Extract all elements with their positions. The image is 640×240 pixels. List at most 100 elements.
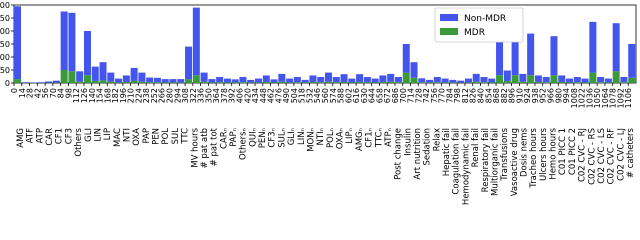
feature-label: # pat atb <box>200 128 210 168</box>
bar <box>278 81 286 83</box>
bar <box>107 81 115 83</box>
x-tick-label: 952 <box>539 88 548 103</box>
feature-label: C02 CVC - LS <box>597 128 607 184</box>
bar <box>542 82 550 83</box>
bar <box>60 11 68 70</box>
bar <box>573 77 581 83</box>
bar <box>208 79 216 83</box>
bar <box>581 82 589 83</box>
x-tick-label: 476 <box>274 88 283 103</box>
bar <box>496 75 504 83</box>
bar <box>200 72 208 82</box>
bar <box>566 78 574 83</box>
bar <box>146 82 154 83</box>
feature-label: MAC <box>113 128 123 147</box>
bar <box>410 62 418 78</box>
bar <box>433 82 441 83</box>
y-tick-label: 0 <box>5 79 10 88</box>
x-tick-label: 1008 <box>570 88 579 108</box>
x-tick-label: 308 <box>181 88 190 103</box>
bar <box>503 70 511 81</box>
x-tick-label: 518 <box>298 88 307 103</box>
bar <box>558 81 566 83</box>
bar <box>262 75 270 82</box>
bar <box>348 82 356 83</box>
bar <box>161 79 169 83</box>
x-tick-label: 602 <box>344 88 353 103</box>
x-tick-label: 252 <box>150 88 159 103</box>
bar <box>76 81 84 83</box>
feature-label: NTI <box>123 128 133 142</box>
x-tick-label: 336 <box>197 88 206 103</box>
bar <box>83 31 91 76</box>
bar <box>433 77 441 83</box>
feature-label: NTIₙ <box>316 128 326 145</box>
feature-label: C01 PICC 2 <box>568 128 578 175</box>
bar <box>223 78 231 83</box>
bar <box>216 77 224 83</box>
feature-label: Dosis nems <box>519 127 529 177</box>
bar <box>76 71 84 82</box>
feature-label: CF1ₙ <box>365 128 375 148</box>
bar <box>472 81 480 83</box>
x-tick-label: 798 <box>453 88 462 103</box>
bar <box>247 82 255 83</box>
x-tick-label: 714 <box>407 88 416 103</box>
x-tick-label: 868 <box>492 88 501 103</box>
feature-label: Vasoactive drug <box>510 128 520 196</box>
bar <box>122 81 130 83</box>
bar <box>169 79 177 83</box>
bar <box>573 82 581 83</box>
bar <box>519 81 527 83</box>
bar <box>356 74 364 82</box>
feature-label: C01 PICC 1 <box>558 128 568 175</box>
x-tick-label: 812 <box>461 88 470 103</box>
x-tick-label: 42 <box>33 88 42 98</box>
feature-label: CF1 <box>55 128 65 144</box>
x-tick-label: 658 <box>375 88 384 103</box>
bar <box>216 82 224 83</box>
bar <box>550 75 558 83</box>
feature-label: OXA <box>132 128 142 146</box>
feature-label: LINₙ <box>297 128 307 145</box>
x-tick-label: 350 <box>204 88 213 103</box>
bar <box>402 72 410 83</box>
x-tick-label: 546 <box>313 88 322 103</box>
feature-label: Renal fail <box>471 128 481 167</box>
x-tick-label: 616 <box>352 88 361 103</box>
bar <box>464 82 472 83</box>
bar <box>410 77 418 83</box>
feature-label: Tracheo hours <box>529 127 539 188</box>
x-tick-label: 1092 <box>616 88 625 108</box>
bar <box>21 82 29 83</box>
x-tick-label: 294 <box>173 88 182 103</box>
bar <box>566 82 574 83</box>
bar <box>99 80 107 83</box>
feature-label: C02 CVC - LJ <box>616 128 626 181</box>
bar <box>60 70 68 83</box>
bar <box>332 77 340 83</box>
bar <box>14 6 21 80</box>
bar <box>122 75 130 82</box>
x-tick-label: 966 <box>546 88 555 103</box>
x-tick-label: 686 <box>391 88 400 103</box>
x-tick-label: 1050 <box>593 88 602 108</box>
x-tick-label: 322 <box>189 88 198 103</box>
feature-label: Sedation <box>423 128 433 166</box>
bar <box>239 77 247 83</box>
feature-label: LIPₙ <box>345 128 355 144</box>
feature-label: CF3 <box>64 128 74 144</box>
bar <box>200 81 208 83</box>
x-tick-label: 980 <box>554 88 563 103</box>
feature-label: ATP <box>35 128 45 143</box>
feature-label: AMG <box>16 128 26 148</box>
feature-label: PEN <box>152 128 162 145</box>
feature-label: Hemo hours <box>549 127 559 179</box>
feature-label: PAPₙ <box>229 128 239 147</box>
x-tick-label: 994 <box>562 88 571 103</box>
bar <box>371 82 379 83</box>
bar <box>231 82 239 83</box>
bar <box>620 82 628 83</box>
bar <box>286 82 294 83</box>
bar <box>52 80 60 83</box>
